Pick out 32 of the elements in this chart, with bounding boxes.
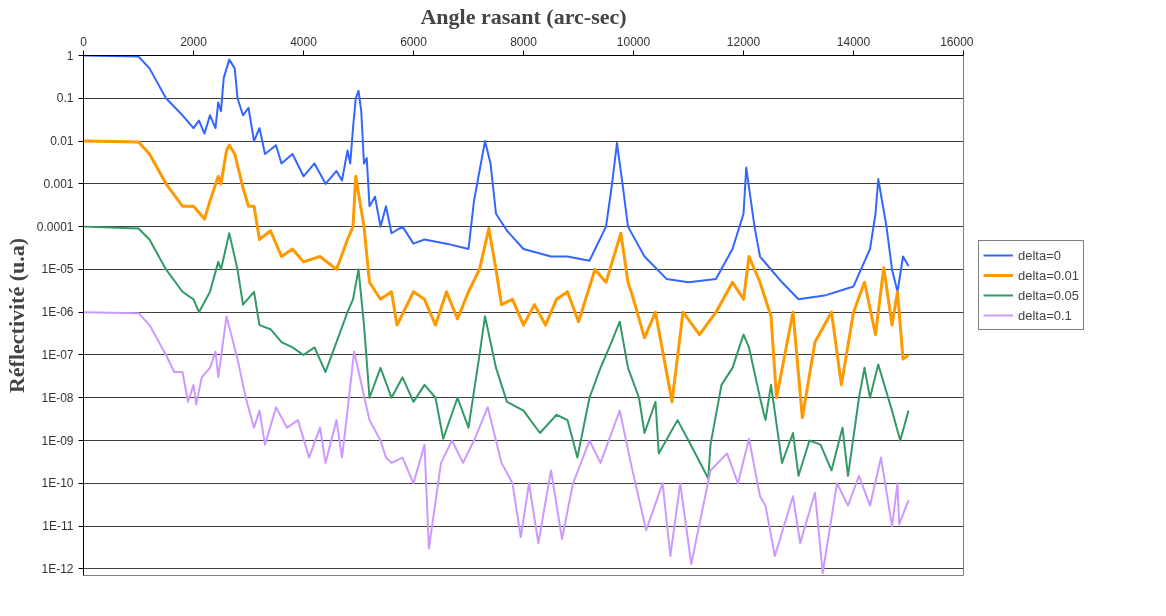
y-tick-label: 1: [66, 48, 74, 63]
line-series: [83, 225, 910, 480]
y-tick-label: 0.001: [43, 176, 74, 191]
y-tick-label: 1E-07: [41, 347, 74, 362]
line-series: [83, 139, 910, 420]
y-tick-label: 0.01: [50, 134, 74, 149]
y-tick-label: 1E-11: [42, 519, 74, 534]
x-tick-label: 6000: [400, 34, 428, 49]
y-axis-title: Réflectivité (u.a): [3, 237, 29, 394]
x-tick-label: 16000: [940, 34, 974, 49]
x-tick-label: 10000: [616, 34, 651, 49]
legend-label: delta=0.05: [1018, 287, 1080, 303]
y-tick-label: 1E-06: [41, 305, 74, 320]
y-tick-label: 0.1: [56, 91, 74, 106]
line-series: [83, 55, 910, 301]
x-tick-label: 8000: [510, 34, 538, 49]
y-tick-label: 0.0001: [36, 219, 74, 234]
x-axis-title: Angle rasant (arc-sec): [420, 3, 627, 29]
x-tick-label: 4000: [290, 34, 318, 49]
legend-label: delta=0.1: [1018, 307, 1072, 323]
y-tick-label: 1E-08: [41, 390, 74, 405]
legend-label: delta=0.01: [1018, 267, 1080, 283]
legend-label: delta=0: [1018, 247, 1062, 263]
x-tick-label: 2000: [180, 34, 208, 49]
x-tick-label: 12000: [726, 34, 761, 49]
y-tick-label: 1E-12: [41, 561, 74, 576]
y-tick-label: 1E-05: [41, 262, 74, 277]
x-tick-label: 14000: [836, 34, 871, 49]
x-tick-label: 0: [80, 34, 88, 49]
y-tick-label: 1E-10: [41, 476, 74, 491]
y-tick-label: 1E-09: [41, 433, 74, 448]
line-series: [83, 311, 910, 575]
